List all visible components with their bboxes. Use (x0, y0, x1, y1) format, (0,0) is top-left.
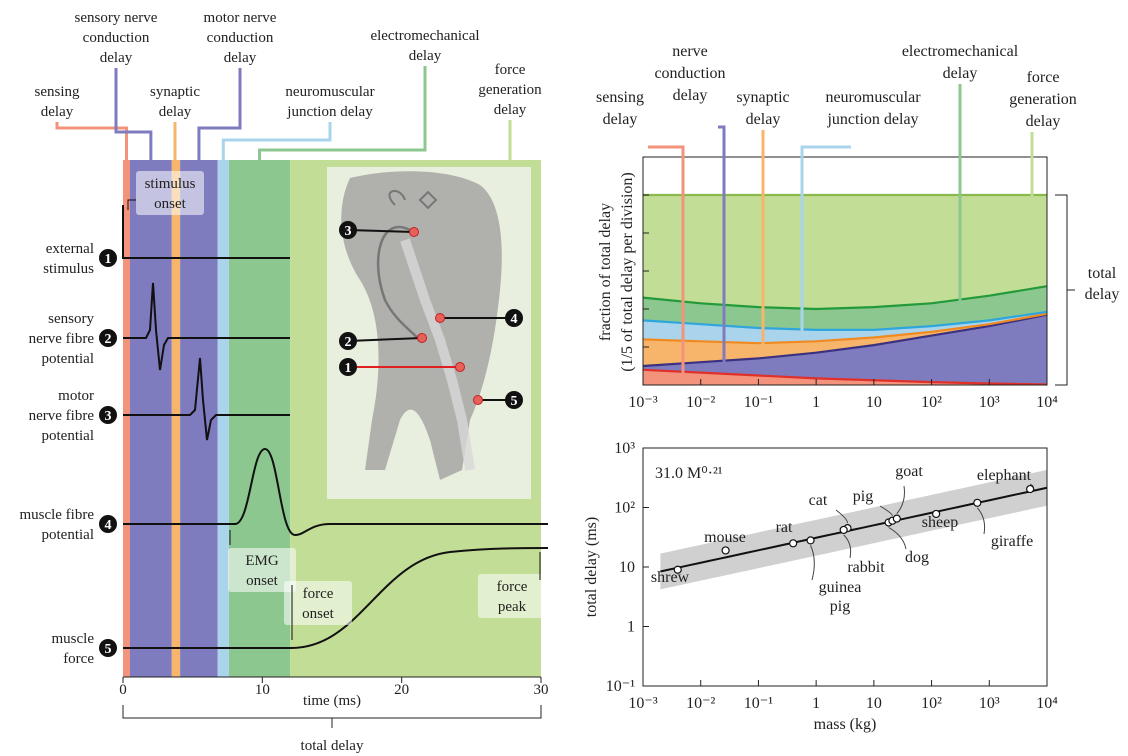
x-tick-label: 10⁻² (686, 695, 715, 712)
phase-label: sensory nerveconductiondelay (75, 10, 158, 66)
point-label: cat (809, 492, 828, 509)
trace-label: externalstimulus (43, 241, 94, 277)
marker-number: 3 (345, 224, 352, 239)
point-label: rabbit (847, 559, 885, 576)
x-tick-label: 0 (119, 682, 127, 698)
point-label: goat (895, 463, 923, 480)
x-tick-label: 10⁻² (686, 394, 715, 411)
point-label: mouse (704, 529, 746, 546)
trace-number: 3 (105, 409, 112, 424)
trace-label: sensorynerve fibrepotential (29, 311, 95, 367)
point (840, 526, 847, 533)
point-label: pig (853, 488, 873, 505)
marker-site (410, 228, 419, 237)
point (674, 566, 681, 573)
bracket-label: totaldelay (1085, 265, 1120, 303)
series-label: sensingdelay (596, 89, 644, 128)
x-tick-label: 10⁻¹ (744, 394, 773, 411)
marker-number: 2 (345, 335, 352, 350)
marker-site (474, 396, 483, 405)
x-tick-label: 20 (394, 682, 409, 698)
point-label: shrew (651, 569, 690, 586)
x-tick-label: 10⁴ (1036, 695, 1058, 712)
point-label: elephant (977, 467, 1032, 484)
point (893, 515, 900, 522)
trace-number: 2 (105, 332, 112, 347)
y-tick-label: 1 (627, 619, 635, 636)
x-tick-label: 10⁻³ (628, 394, 657, 411)
x-tick-label: 10² (921, 695, 942, 712)
span-label: total delay (301, 738, 364, 754)
x-axis-label: time (ms) (303, 693, 361, 709)
phase-band (172, 160, 180, 677)
marker-number: 4 (511, 312, 518, 327)
y-tick-label: 10 (619, 559, 635, 576)
x-tick-label: 10⁻³ (628, 695, 657, 712)
phase-label: synapticdelay (150, 84, 200, 120)
x-tick-label: 1 (812, 695, 820, 712)
point (933, 510, 940, 517)
point (790, 540, 797, 547)
point-label: guineapig (819, 579, 862, 615)
x-tick-label: 10³ (979, 394, 1000, 411)
y-tick-label: 10³ (614, 440, 635, 457)
x-tick-label: 10³ (979, 695, 1000, 712)
y-tick-label: 10⁻¹ (606, 678, 635, 695)
x-tick-label: 10 (866, 695, 882, 712)
point-label: rat (776, 519, 793, 536)
trace-number: 1 (105, 252, 112, 267)
x-tick-label: 10² (921, 394, 942, 411)
point (1027, 486, 1034, 493)
x-tick-label: 10 (866, 394, 882, 411)
x-tick-label: 30 (534, 682, 549, 698)
marker-site (436, 314, 445, 323)
y-tick-label: 10² (614, 500, 635, 517)
phase-label: sensingdelay (35, 84, 81, 120)
fit-label: 31.0 M⁰·²¹ (655, 465, 723, 482)
trace-label: muscleforce (52, 631, 95, 667)
marker-number: 5 (511, 394, 518, 409)
point-label: sheep (922, 514, 958, 531)
point (807, 537, 814, 544)
phase-band (229, 160, 290, 677)
figure: sensingdelay sensory nerveconductiondelay… (0, 0, 1128, 756)
page: sensingdelay sensory nerveconductiondelay… (0, 0, 1128, 756)
point-label: giraffe (991, 533, 1033, 550)
marker-site (418, 334, 427, 343)
x-tick-label: 10 (255, 682, 270, 698)
trace-number: 5 (105, 642, 112, 657)
series-label: forcegenerationdelay (1009, 69, 1077, 130)
phase-callout (199, 68, 240, 160)
marker-site (456, 363, 465, 372)
point-label: dog (905, 549, 929, 566)
phase-label: neuromuscularjunction delay (285, 84, 374, 120)
horse-inset (327, 167, 531, 499)
phase-band (123, 160, 130, 677)
x-tick-label: 10⁻¹ (744, 695, 773, 712)
trace-number: 4 (105, 518, 112, 533)
phase-callout (116, 68, 151, 160)
area (643, 195, 1047, 309)
point (974, 499, 981, 506)
x-tick-label: 1 (812, 394, 820, 411)
phase-band (130, 160, 172, 677)
marker-number: 1 (345, 361, 352, 376)
phase-band (218, 160, 229, 677)
x-tick-label: 10⁴ (1036, 394, 1058, 411)
total-bracket (1055, 195, 1075, 385)
y-axis-label: fraction of total delay(1/5 of total del… (597, 172, 636, 372)
series-label: electromechanicaldelay (902, 43, 1019, 82)
x-axis-label: mass (kg) (814, 716, 877, 733)
point (722, 547, 729, 554)
y-axis-label: total delay (ms) (583, 517, 600, 617)
phase-label: electromechanicaldelay (370, 28, 479, 64)
